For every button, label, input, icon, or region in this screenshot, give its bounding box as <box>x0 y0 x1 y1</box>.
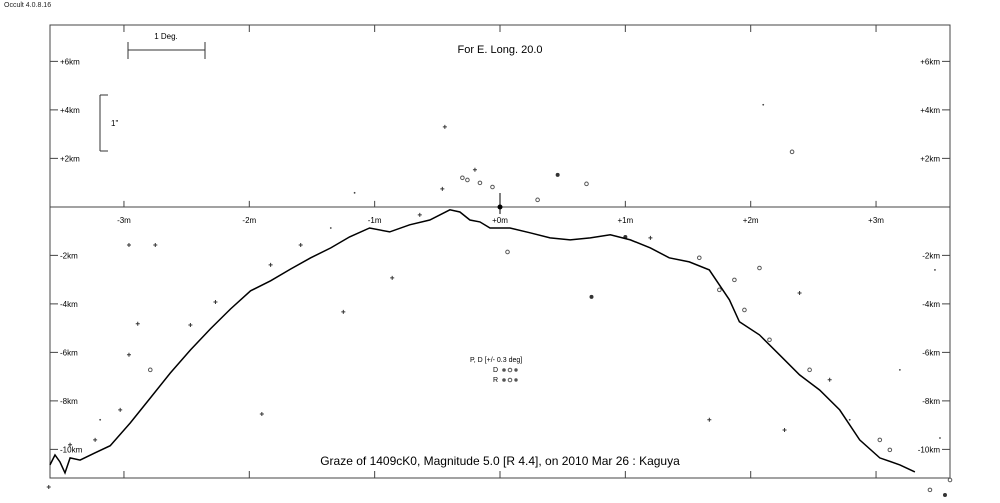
scale-bar-degree-label: 1 Deg. <box>154 32 178 41</box>
y-tick-label-left: +2km <box>60 154 80 163</box>
y-tick-label-left: +6km <box>60 57 80 66</box>
x-tick-label: +3m <box>868 216 884 225</box>
observation-dot <box>939 437 941 439</box>
x-tick-label: +0m <box>492 216 508 225</box>
observation-circle <box>147 367 153 373</box>
y-tick-label-right: +2km <box>920 154 940 163</box>
observation-cross <box>188 322 193 327</box>
observation-cross <box>440 186 445 191</box>
observation-cross <box>707 417 712 422</box>
y-tick-label-left: -6km <box>60 348 78 357</box>
chart-caption: Graze of 1409cK0, Magnitude 5.0 [R 4.4],… <box>320 454 680 468</box>
observation-cross <box>259 411 264 416</box>
observation-cross <box>126 352 131 357</box>
observation-dot <box>898 368 901 371</box>
observation-cross <box>472 167 477 172</box>
x-tick-label: -3m <box>117 216 131 225</box>
y-tick-label-left: -2km <box>60 251 78 260</box>
scale-bar-degree <box>127 42 206 59</box>
scale-bar-arcsec <box>99 94 108 152</box>
observation-filled <box>589 294 594 299</box>
app-version: Occult 4.0.8.16 <box>4 2 52 9</box>
observation-circle <box>465 177 470 183</box>
observation-cross <box>782 427 787 432</box>
y-tick-label-left: -8km <box>60 397 78 406</box>
observation-dot <box>353 191 356 194</box>
central-marker <box>497 193 503 214</box>
y-tick-label-right: -6km <box>922 348 940 357</box>
legend: P, D [+/- 0.3 deg] D R <box>470 357 522 384</box>
observation-cross <box>213 299 218 304</box>
observation-circle <box>697 255 702 261</box>
x-tick-label: +2m <box>743 216 759 225</box>
observation-cross <box>797 290 802 295</box>
observation-filled <box>555 172 560 177</box>
observation-cross <box>341 309 346 314</box>
observation-dot <box>934 269 936 271</box>
observation-circle <box>732 277 737 283</box>
plot-frame <box>49 24 951 479</box>
legend-symbols <box>502 367 518 383</box>
observation-cross <box>93 437 98 442</box>
observation-cross <box>648 235 653 240</box>
observation-cross <box>135 321 140 326</box>
observation-circle <box>887 447 893 453</box>
observation-circle <box>789 149 795 155</box>
legend-heading: P, D [+/- 0.3 deg] <box>470 357 522 364</box>
y-tick-label-right: -2km <box>922 251 940 260</box>
observation-circle <box>535 197 540 203</box>
x-tick-label: +1m <box>617 216 633 225</box>
observation-circle <box>717 287 722 293</box>
observation-cross <box>153 242 158 247</box>
x-tick-label: -1m <box>368 216 382 225</box>
x-tick-label: -2m <box>242 216 256 225</box>
observation-circle <box>505 249 510 255</box>
y-tick-label-right: -4km <box>922 300 940 309</box>
observation-circle <box>767 337 772 343</box>
y-tick-label-left: -4km <box>60 300 78 309</box>
chart-title: For E. Long. 20.0 <box>458 44 543 56</box>
observation-circle <box>460 175 465 181</box>
observation-circle <box>877 437 883 443</box>
observation-circle <box>584 181 589 187</box>
observation-cross <box>68 442 73 447</box>
observation-circle <box>757 265 762 271</box>
observation-dot <box>762 103 765 106</box>
observation-dot <box>329 227 332 229</box>
observation-cross <box>268 262 273 267</box>
observation-dot <box>848 418 851 421</box>
legend-row-d: D <box>493 367 498 374</box>
observation-cross <box>126 242 131 247</box>
scale-bar-arcsec-label: 1" <box>111 119 118 128</box>
observation-circle <box>807 367 812 373</box>
y-tick-label-left: -10km <box>60 445 83 454</box>
y-tick-label-right: +4km <box>920 106 940 115</box>
observation-circle <box>742 307 747 313</box>
observation-cross <box>442 124 447 129</box>
y-tick-label-right: -10km <box>918 445 941 454</box>
observation-cross <box>46 484 51 489</box>
observation-circle <box>477 180 483 186</box>
y-tick-label-right: +6km <box>920 57 940 66</box>
observation-cross <box>827 377 832 382</box>
observation-cross <box>417 212 422 217</box>
y-tick-label-left: +4km <box>60 106 80 115</box>
limb-profile-line <box>49 209 916 475</box>
observation-cross <box>390 275 395 280</box>
observation-cross <box>118 407 123 412</box>
legend-row-r: R <box>493 377 498 384</box>
observation-filled <box>942 492 947 497</box>
observation-dot <box>99 418 102 421</box>
observation-cross <box>298 242 303 247</box>
observation-circle <box>490 184 495 190</box>
y-tick-label-right: -8km <box>922 397 940 406</box>
observation-circle <box>927 487 933 493</box>
observation-circle <box>947 477 953 483</box>
